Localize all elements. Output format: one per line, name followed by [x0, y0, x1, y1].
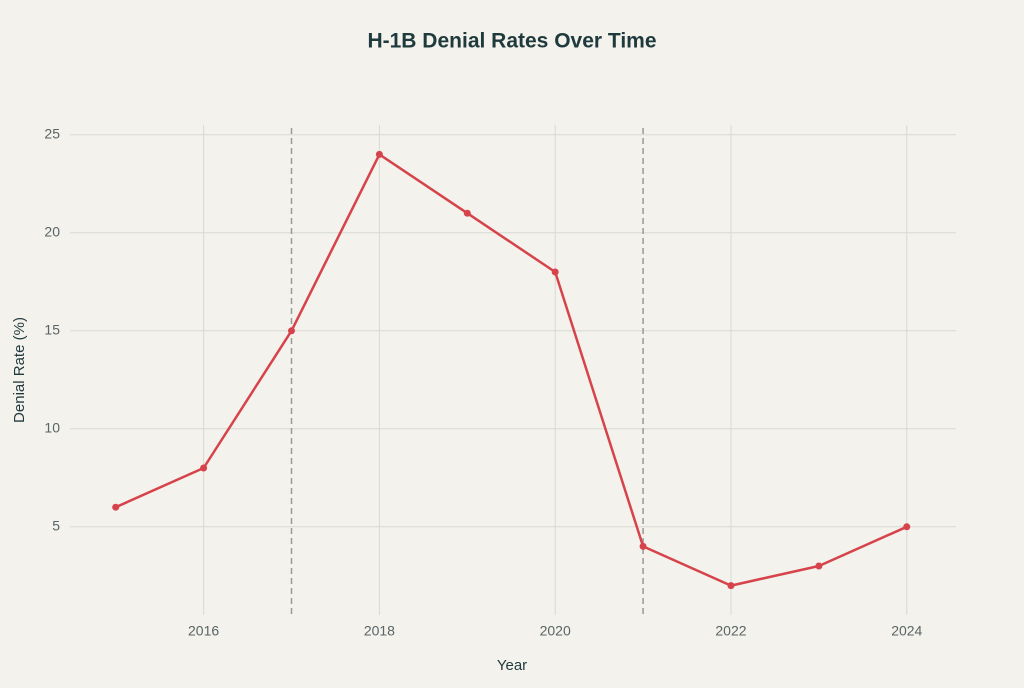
data-point [639, 542, 647, 550]
grid: 5 10 15 20 25 2016 2018 2020 2022 2024 [44, 125, 956, 639]
data-line [115, 153, 908, 587]
plot [112, 150, 911, 590]
data-point [727, 582, 735, 590]
y-tick-label: 25 [44, 126, 60, 142]
x-tick-label: 2018 [364, 623, 395, 639]
y-axis-label: Denial Rate (%) [11, 317, 28, 423]
x-axis-label: Year [497, 657, 527, 674]
data-point [551, 268, 559, 276]
data-point [288, 327, 295, 335]
x-tick-label: 2020 [540, 623, 571, 639]
y-tick-label: 20 [44, 224, 60, 240]
data-point [112, 503, 120, 511]
x-tick-label: 2022 [715, 623, 746, 639]
y-tick-label: 5 [52, 518, 60, 534]
data-point [463, 209, 471, 217]
data-point [200, 464, 208, 472]
data-point [375, 150, 383, 158]
data-point [903, 523, 911, 531]
chart-title: H-1B Denial Rates Over Time [367, 30, 656, 53]
y-tick-label: 15 [44, 322, 60, 338]
x-tick-label: 2016 [188, 623, 219, 639]
data-point [815, 562, 823, 570]
x-tick-label: 2024 [891, 623, 922, 639]
y-tick-label: 10 [44, 420, 60, 436]
